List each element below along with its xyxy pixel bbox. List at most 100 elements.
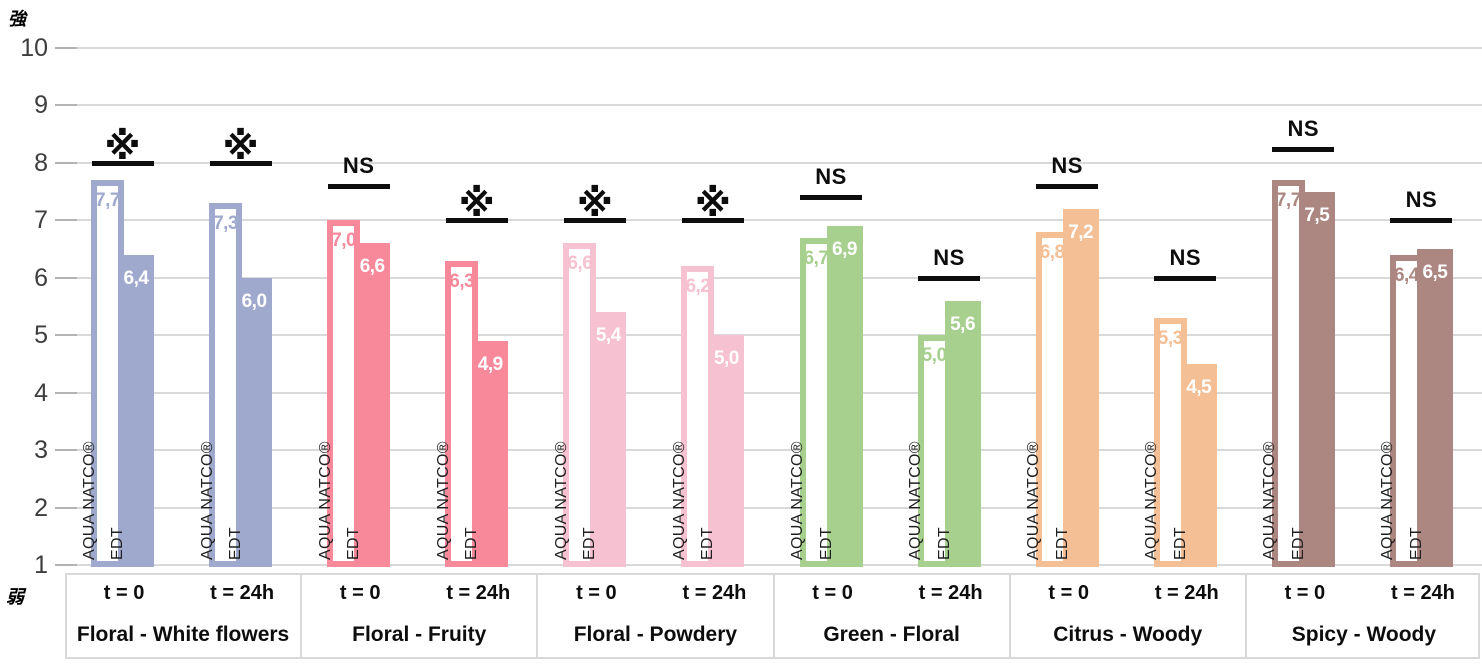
x-axis-group-label: Green - Floral [823, 623, 960, 646]
x-axis-time-label: t = 0 [1048, 582, 1089, 604]
x-axis-group-divider [1008, 573, 1011, 659]
gridline-1 [65, 564, 1482, 566]
bar-series-label-aqua-natco: AQUA NATCO® [1261, 441, 1279, 560]
bar-value-label-aqua-natco: 6,2 [685, 276, 711, 298]
y-tick-4 [55, 391, 77, 394]
y-tick-label-6: 6 [34, 263, 48, 292]
bar-value-label-aqua-natco: 6,8 [1039, 241, 1065, 263]
bar-aqua-natco [799, 237, 833, 567]
bar-aqua-natco [1035, 231, 1069, 567]
bar-aqua-natco [681, 266, 715, 567]
bar-series-label-edt: EDT [1053, 527, 1071, 560]
bar-aqua-natco [1271, 180, 1305, 567]
significance-reference-mark: ※ [222, 124, 259, 168]
bar-series-label-aqua-natco: AQUA NATCO® [316, 441, 334, 560]
bar-value-label-edt: 7,2 [1068, 221, 1094, 243]
gridline-2 [65, 506, 1482, 509]
bar-edt [472, 340, 509, 567]
bar-aqua-natco [1153, 318, 1187, 567]
bar-value-label-edt: 5,0 [713, 348, 739, 370]
significance-underline [445, 218, 508, 224]
bar-edt [708, 335, 745, 567]
bar-value-label-aqua-natco: 7,0 [331, 230, 357, 252]
y-tick-9 [55, 104, 77, 107]
x-axis-time-label: t = 0 [1284, 582, 1326, 604]
bar-series-label-edt: EDT [699, 527, 717, 560]
bar-series-label-aqua-natco: AQUA NATCO® [198, 441, 216, 560]
y-tick-label-7: 7 [34, 206, 48, 235]
bar-series-label-aqua-natco: AQUA NATCO® [670, 441, 688, 560]
bar-aqua-natco [563, 243, 597, 567]
bar-value-label-aqua-natco: 7,7 [1275, 190, 1301, 212]
y-tick-2 [55, 506, 77, 509]
bar-series-label-aqua-natco: AQUA NATCO® [552, 441, 570, 560]
y-tick-label-8: 8 [34, 148, 48, 177]
bar-value-label-edt: 4,9 [477, 353, 503, 375]
bar-aqua-natco [917, 335, 951, 567]
bar-value-label-aqua-natco: 6,6 [567, 253, 593, 275]
bar-series-label-edt: EDT [109, 527, 126, 560]
significance-underline [1036, 183, 1099, 189]
bar-series-label-edt: EDT [1407, 527, 1425, 560]
bar-value-label-edt: 5,4 [595, 325, 621, 347]
bar-value-label-edt: 4,5 [1186, 376, 1212, 398]
bar-series-label-edt: EDT [581, 527, 599, 560]
bar-series-label-edt: EDT [1171, 527, 1189, 560]
significance-underline [1154, 275, 1217, 281]
bar-edt [1416, 249, 1453, 567]
bar-edt [590, 312, 627, 567]
y-tick-label-4: 4 [34, 378, 48, 407]
significance-underline [800, 195, 862, 201]
y-axis-strong-label: 強 [8, 9, 26, 30]
y-tick-1 [55, 564, 77, 566]
bar-edt [944, 300, 981, 567]
x-axis-time-label: t = 24h [446, 582, 511, 604]
bar-series-label-aqua-natco: AQUA NATCO® [80, 441, 98, 560]
significance-reference-mark: ※ [458, 182, 495, 226]
bar-value-label-aqua-natco: 5,0 [921, 345, 947, 367]
y-tick-5 [55, 334, 77, 337]
bar-series-label-edt: EDT [935, 527, 953, 560]
y-tick-10 [55, 47, 77, 50]
x-axis-time-label: t = 0 [812, 582, 853, 604]
bar-edt [118, 254, 154, 567]
x-axis-group-label: Floral - White flowers [76, 623, 290, 646]
x-axis-group-label: Citrus - Woody [1053, 623, 1203, 646]
significance-underline [563, 218, 626, 224]
bar-value-label-edt: 7,5 [1304, 204, 1330, 226]
significance-underline [681, 218, 744, 224]
x-axis-group-divider [1244, 573, 1247, 659]
bar-series-label-edt: EDT [1289, 527, 1307, 560]
bar-value-label-edt: 6,5 [1422, 262, 1448, 284]
bar-series-label-aqua-natco: AQUA NATCO® [1379, 441, 1397, 560]
bar-series-label-edt: EDT [227, 527, 245, 560]
gridline-3 [65, 449, 1482, 452]
bar-edt [354, 243, 391, 567]
y-tick-label-10: 10 [20, 34, 48, 63]
bar-value-label-aqua-natco: 5,3 [1157, 328, 1183, 349]
bar-aqua-natco [209, 203, 243, 567]
bar-value-label-edt: 6,6 [359, 256, 385, 278]
bar-series-label-aqua-natco: AQUA NATCO® [907, 441, 925, 560]
y-tick-6 [55, 276, 77, 279]
gridline-8 [65, 161, 1482, 164]
significance-ns-label: NS [1051, 152, 1083, 178]
x-axis-group-label: Spicy - Woody [1291, 623, 1437, 646]
significance-underline [91, 160, 154, 166]
significance-ns-label: NS [815, 164, 847, 190]
bar-edt [1062, 208, 1099, 567]
bar-value-label-edt: 6,9 [832, 239, 857, 261]
x-axis-group-divider [536, 573, 539, 659]
significance-ns-label: NS [1405, 187, 1438, 213]
significance-reference-mark: ※ [694, 182, 731, 226]
gridline-4 [65, 391, 1482, 394]
significance-underline [1272, 146, 1335, 152]
y-axis-weak-label: 弱 [6, 587, 24, 608]
x-axis-time-label: t = 24h [1154, 582, 1219, 604]
bar-series-label-aqua-natco: AQUA NATCO® [434, 441, 452, 560]
x-axis-time-label: t = 24h [210, 582, 275, 604]
significance-ns-label: NS [342, 152, 375, 178]
bar-value-label-aqua-natco: 7,7 [95, 190, 120, 212]
bar-value-label-edt: 6,4 [123, 267, 149, 289]
